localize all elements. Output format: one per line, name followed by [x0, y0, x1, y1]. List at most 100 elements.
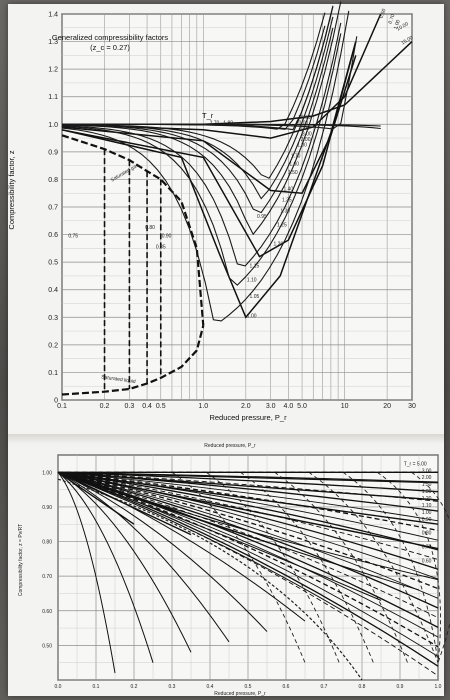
x-axis-label: Reduced pressure, P_r [209, 413, 287, 422]
y-tick-label: 0.7 [48, 205, 58, 212]
x-tick-label: 0.2 [131, 684, 138, 690]
isotherm-line [57, 471, 439, 599]
bottom-ticks: 0.0 0.1 0.2 0.3 0.4 0.5 0.6 0.7 0.8 0.9 1.01.000.9… [42, 470, 441, 690]
y-tick-label: 0 [54, 398, 58, 405]
isotherm-line [62, 123, 381, 127]
dashed-volume-line [308, 471, 439, 663]
isotherm-line [57, 471, 439, 619]
curve-label: 1.20 [422, 496, 432, 502]
annotation-label: 10.00 [396, 21, 410, 33]
isotherm-line [57, 471, 439, 667]
curve-label: 3.00 [422, 468, 432, 474]
curve-label: 1.20 [274, 242, 284, 248]
liquid-isotherm-line [57, 471, 268, 632]
curve-label: 2.00 [301, 137, 311, 143]
isotherm-line [61, 1, 342, 236]
x-tick-label: 30 [408, 403, 416, 410]
chart-title: Generalized compressibility factors [52, 33, 169, 42]
top-chart: 15.0010.006.003.002.001.801.701.601.501.… [7, 1, 416, 422]
chart-subtitle: (z_c = 0.27) [90, 43, 130, 52]
isotherm-line [57, 471, 439, 484]
isotherm-line [57, 471, 439, 550]
liquid-isotherm-line [57, 471, 344, 612]
liquid-isotherm-line [57, 471, 382, 601]
dashed-volume-line [171, 471, 306, 663]
x-tick-label: 0.9 [397, 684, 404, 690]
curve-label: 1.30 [422, 489, 432, 495]
y-tick-label: 1.2 [48, 67, 58, 74]
bottom-y-axis-label: Compressibility factor, z = Pv/RT [18, 524, 24, 596]
top-title-block: Generalized compressibility factors (z_c… [52, 33, 169, 52]
x-tick-label: 0.7 [321, 684, 328, 690]
curve-label: 0.60 [422, 558, 432, 564]
isotherm-line [61, 10, 350, 322]
curve-label: 1.80 [297, 142, 307, 148]
y-tick-label: 0.1 [48, 370, 58, 377]
curve-label: 1.10 [247, 277, 257, 283]
y-tick-label: 0.60 [42, 609, 52, 615]
isotherm-line [57, 471, 439, 677]
isotherm-line [57, 471, 439, 551]
curve-label: 1.50 [422, 482, 432, 488]
x-tick-label: 20 [383, 403, 391, 410]
curve-label: 0.95 [257, 214, 267, 220]
curve-label: 0.80 [145, 225, 155, 231]
y-tick-label: 0.8 [48, 177, 58, 184]
curve-label: T_r = 5.00 [404, 461, 427, 467]
x-tick-label: 5.0 [297, 403, 307, 410]
x-tick-label: 3.0 [266, 403, 276, 410]
x-tick-label: 0.1 [57, 403, 67, 410]
isotherm-line [57, 471, 439, 522]
curve-label: 0.75 [68, 233, 78, 239]
curve-label: 0.90 [422, 517, 432, 523]
x-tick-label: 0.3 [125, 403, 135, 410]
isotherm-line [57, 471, 192, 536]
isotherm-line [57, 471, 439, 525]
top-grid [61, 13, 413, 401]
curve-label: 1.00 [247, 313, 257, 319]
y-tick-label: 1.3 [48, 39, 58, 46]
isotherm-line [57, 471, 439, 648]
curve-label: 0.85 [156, 244, 166, 250]
x-tick-label: 0.6 [283, 684, 290, 690]
y-tick-label: 1.00 [42, 470, 52, 476]
curve-label: 2.70 [210, 120, 220, 126]
curve-label: 1.05 [250, 294, 260, 300]
curve-label: 10.00 [296, 120, 309, 126]
curve-label: 1.50 [288, 170, 298, 176]
isotherm-line [57, 471, 439, 532]
y-tick-label: 0.5 [48, 260, 58, 267]
x-tick-label: 1.0 [198, 403, 208, 410]
curve-label: 1.15 [250, 264, 260, 270]
annotation-label: 0.50 [379, 8, 388, 19]
isotherm-line [61, 13, 382, 139]
annotation-label: 15.00 [400, 35, 414, 47]
y-tick-label: 0.2 [48, 342, 58, 349]
x-tick-label: 1.0 [435, 684, 442, 690]
saturated-gas-line [61, 134, 205, 326]
x-tick-label: 0.4 [207, 684, 214, 690]
tr-parameter-label: T_r [202, 111, 214, 120]
x-tick-label: 0.3 [169, 684, 176, 690]
dashed-volume-line [342, 471, 439, 663]
curve-label: 1.00 [422, 510, 432, 516]
curve-label: 6.00 [300, 126, 310, 132]
y-tick-label: 0.90 [42, 505, 52, 511]
dashed-volume-line [376, 471, 441, 663]
saturated-liquid-line [61, 325, 205, 396]
y-tick-label: 0.80 [42, 540, 52, 546]
curve-label: 1.10 [422, 503, 432, 509]
x-tick-label: 0.5 [245, 684, 252, 690]
page-fold [8, 434, 444, 444]
curve-label: 0.70 [422, 544, 432, 550]
x-tick-label: 0.2 [100, 403, 110, 410]
curve-label: 1.25 [277, 222, 287, 228]
curve-label: 15.00 [298, 115, 311, 121]
curve-label: 1.60 [289, 162, 299, 168]
curve-label: 1.40 [283, 186, 293, 192]
curve-label: 1.35 [282, 197, 292, 203]
liquid-isotherm-line [57, 471, 230, 643]
bottom-x-axis-label: Reduced pressure, P_r [214, 691, 266, 697]
isotherm-line [61, 22, 342, 267]
